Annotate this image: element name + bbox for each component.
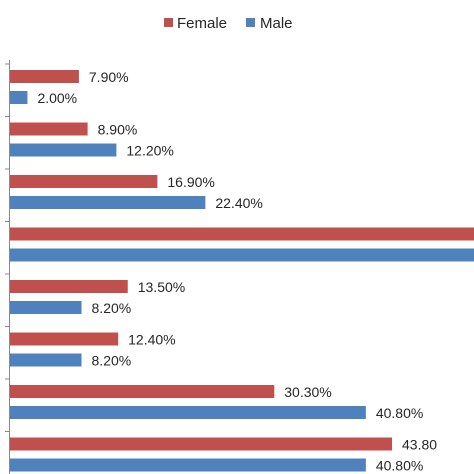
data-labels: 7.90% 8.90% 16.90% 13.50% 12.40% 30.30% 43.80 2… <box>37 69 437 474</box>
data-label-male-5: 8.20% <box>92 300 132 316</box>
data-label-male-1: 2.00% <box>37 90 77 106</box>
bar-male-3 <box>10 196 206 209</box>
data-label-female-5: 13.50% <box>138 279 185 295</box>
bar-male-7 <box>10 406 366 419</box>
data-label-male-7: 40.80% <box>376 405 423 421</box>
bar-female-8 <box>10 437 393 451</box>
bars <box>10 70 474 472</box>
bar-female-3 <box>10 175 158 188</box>
axis-ticks <box>5 63 10 432</box>
bar-female-7 <box>10 385 275 398</box>
data-label-male-2: 12.20% <box>126 143 173 159</box>
bar-male-2 <box>10 143 117 157</box>
data-label-male-8: 40.80% <box>376 458 423 474</box>
bar-female-2 <box>10 122 88 136</box>
data-label-female-6: 12.40% <box>128 332 175 348</box>
legend-label-male: Male <box>260 15 293 32</box>
data-label-female-8: 43.80 <box>402 437 437 453</box>
legend-swatch-male <box>246 18 255 27</box>
bar-female-4 <box>10 227 474 241</box>
bar-male-1 <box>10 91 28 104</box>
bar-female-6 <box>10 332 119 346</box>
data-label-male-6: 8.20% <box>92 353 132 369</box>
data-label-female-2: 8.90% <box>98 122 138 138</box>
bar-male-8 <box>10 458 366 472</box>
data-label-female-7: 30.30% <box>284 384 331 400</box>
data-label-female-1: 7.90% <box>89 69 129 85</box>
data-label-male-3: 22.40% <box>215 195 262 211</box>
bar-female-1 <box>10 70 79 83</box>
legend-label-female: Female <box>177 15 227 32</box>
bar-male-4 <box>10 248 474 262</box>
legend-swatch-female <box>164 18 173 27</box>
bar-female-5 <box>10 280 128 293</box>
legend: Female Male <box>164 15 293 32</box>
bar-male-5 <box>10 301 82 314</box>
data-label-female-3: 16.90% <box>167 174 214 190</box>
bar-male-6 <box>10 353 82 367</box>
